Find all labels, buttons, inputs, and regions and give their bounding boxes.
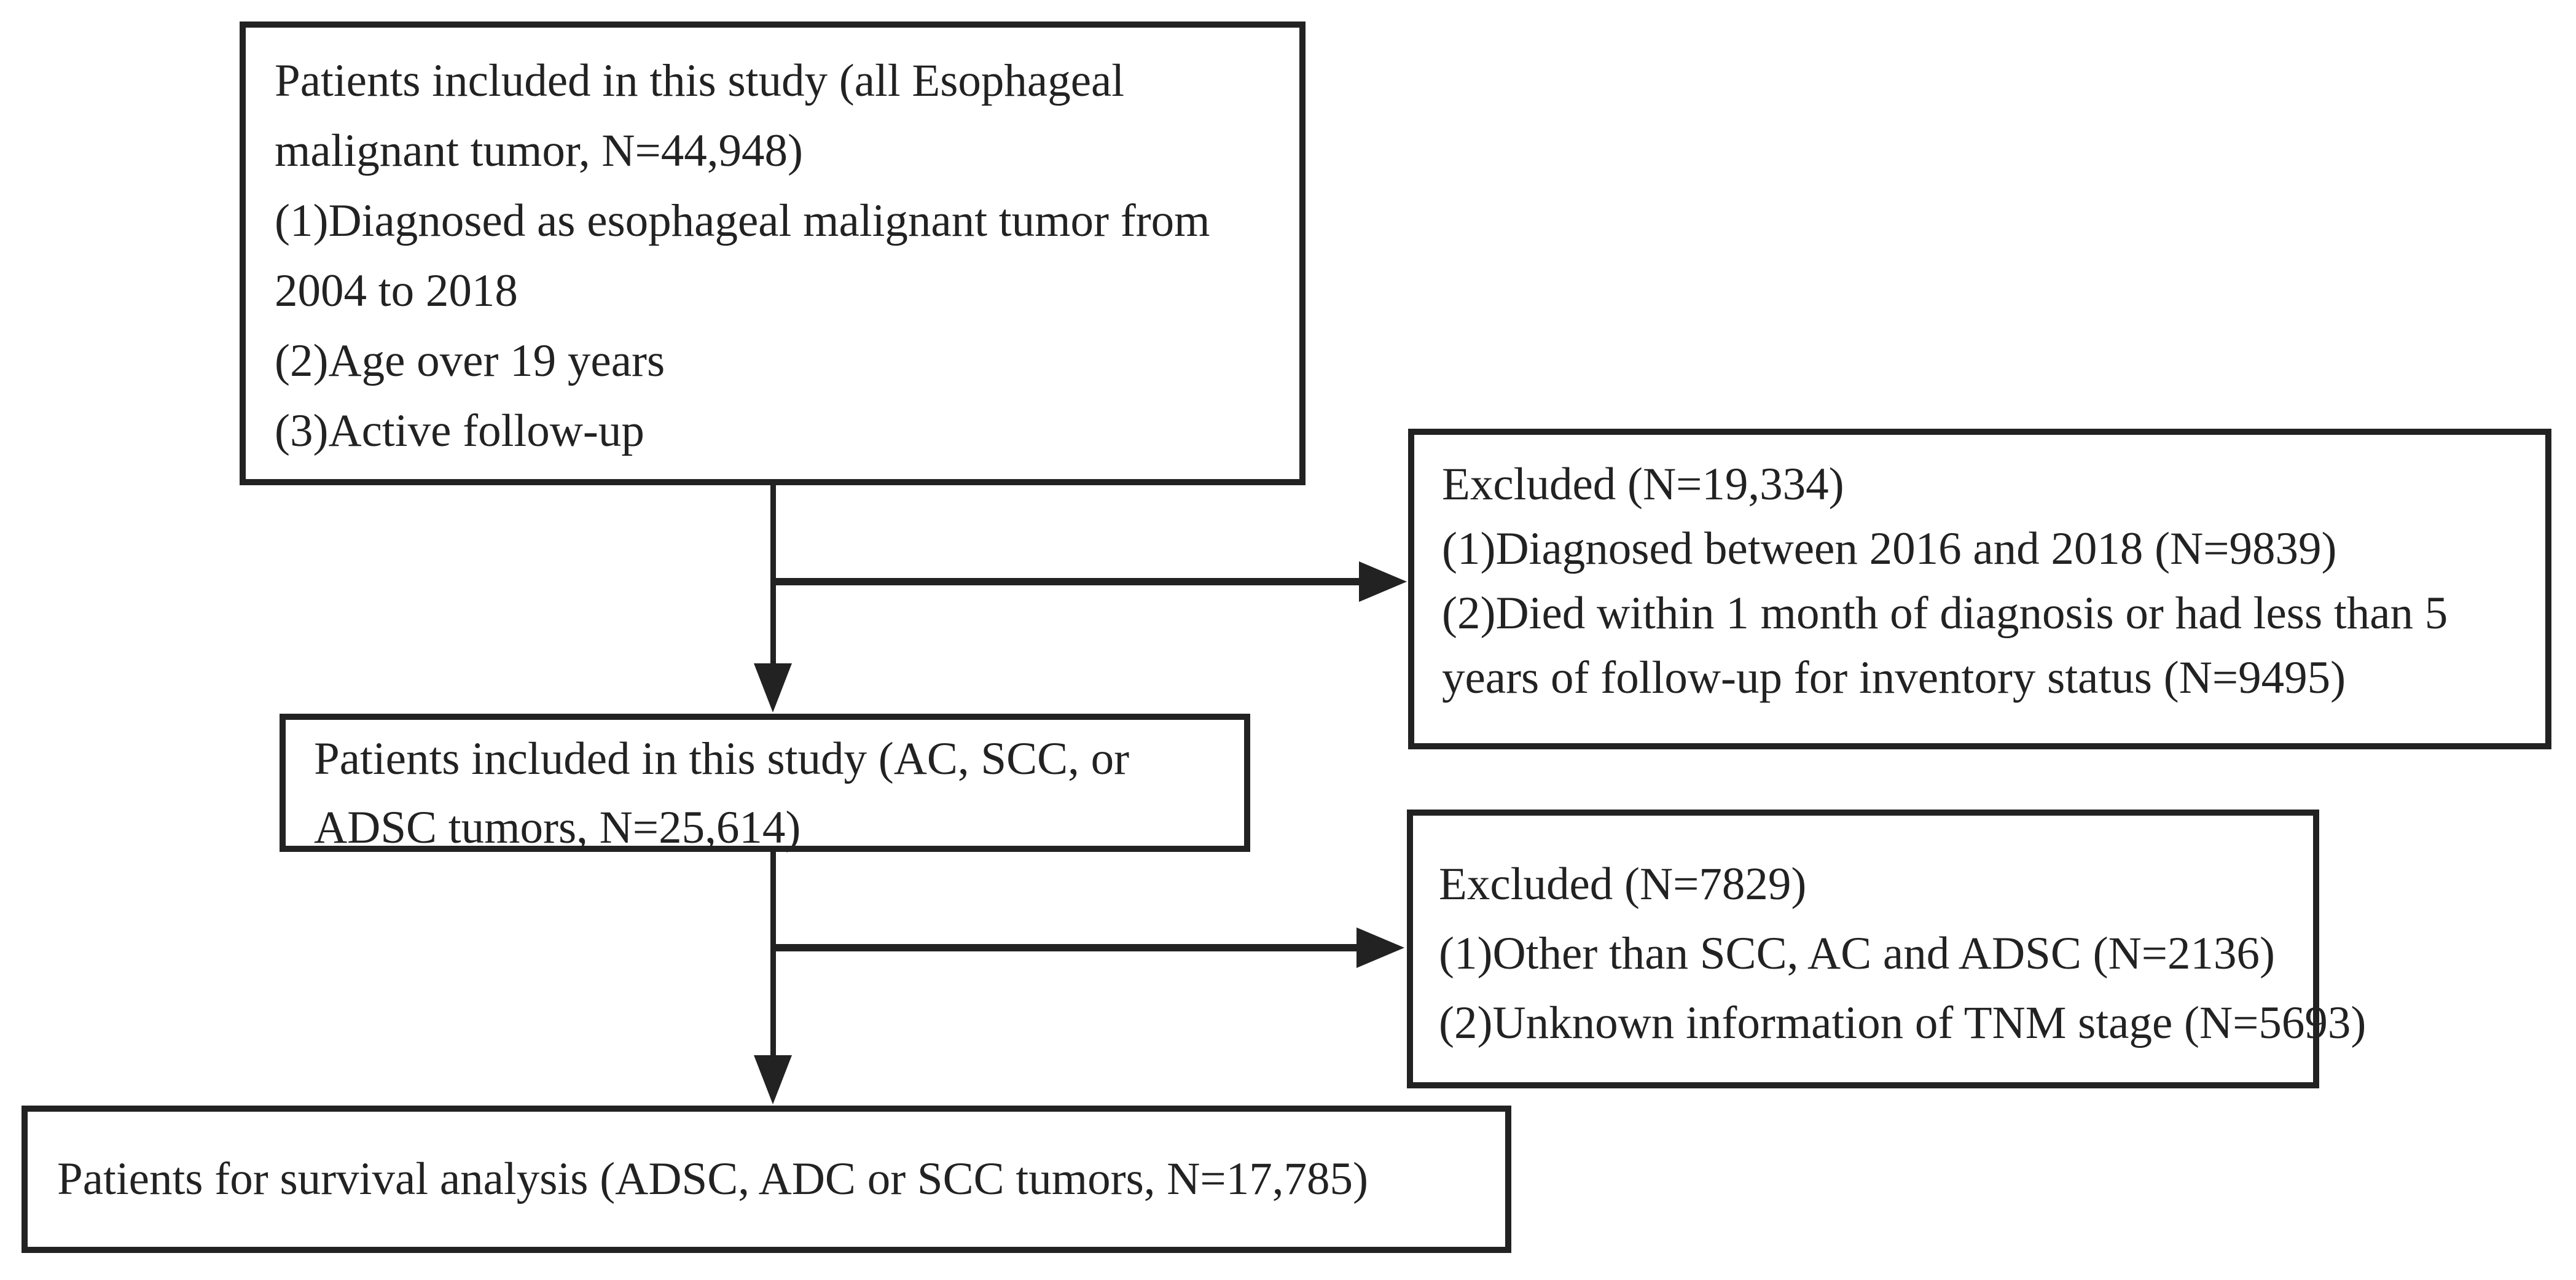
connector-down-line-2 [770, 851, 776, 1056]
text-line: ADSC tumors, N=25,614) [314, 802, 801, 853]
text-line: Excluded (N=7829) [1439, 859, 1807, 910]
filtered-cohort-box: Patients included in this study (AC, SCC… [280, 714, 1250, 853]
text-line: (1)Diagnosed between 2016 and 2018 (N=98… [1442, 523, 2337, 574]
text-line: years of follow-up for inventory status … [1442, 652, 2346, 703]
connector-down-line-1 [770, 484, 776, 667]
text-line: Patients for survival analysis (ADSC, AD… [57, 1153, 1368, 1204]
text-line: (2)Died within 1 month of diagnosis or h… [1442, 588, 2448, 639]
text-line: (2)Age over 19 years [275, 335, 665, 386]
arrowhead-down-icon-1 [754, 663, 792, 712]
text-line: Patients included in this study (all Eso… [275, 55, 1125, 106]
initial-cohort-box: Patients included in this study (all Eso… [240, 21, 1306, 485]
arrowhead-down-icon-2 [754, 1055, 792, 1104]
connector-branch-line-2 [773, 944, 1357, 951]
exclusion-box-2: Excluded (N=7829) (1)Other than SCC, AC a… [1407, 810, 2367, 1088]
text-line: (1)Diagnosed as esophageal malignant tum… [275, 195, 1210, 246]
text-line: Patients included in this study (AC, SCC… [314, 733, 1130, 784]
final-cohort-box: Patients for survival analysis (ADSC, AD… [22, 1106, 1511, 1253]
text-line: malignant tumor, N=44,948) [275, 125, 804, 176]
text-line: Excluded (N=19,334) [1442, 459, 1844, 510]
text-line: 2004 to 2018 [275, 265, 518, 316]
text-line: (1)Other than SCC, AC and ADSC (N=2136) [1439, 928, 2276, 979]
text-line: (3)Active follow-up [275, 405, 644, 456]
connector-branch-line-1 [773, 578, 1363, 585]
exclusion-box-1: Excluded (N=19,334) (1)Diagnosed between … [1408, 429, 2551, 749]
arrowhead-right-icon-2 [1357, 927, 1404, 968]
arrowhead-right-icon-1 [1359, 561, 1407, 602]
text-line: (2)Unknown information of TNM stage (N=5… [1439, 997, 2367, 1048]
